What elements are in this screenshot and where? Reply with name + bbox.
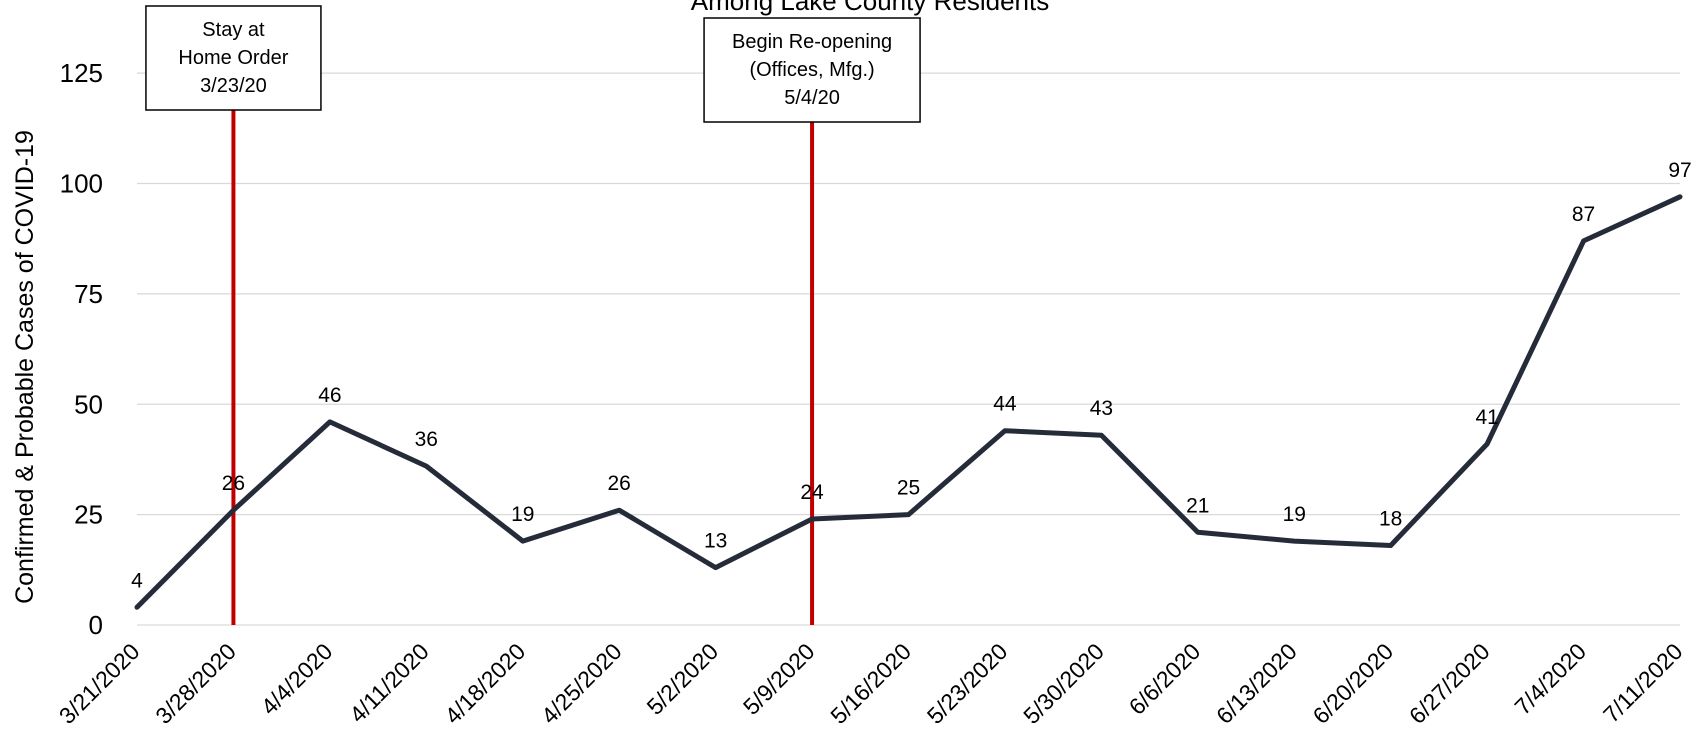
x-tick-label: 3/28/2020 bbox=[150, 638, 241, 729]
event-markers bbox=[231, 105, 815, 625]
x-tick-label: 4/11/2020 bbox=[344, 638, 434, 728]
data-label: 25 bbox=[897, 477, 920, 500]
x-tick-label: 6/27/2020 bbox=[1404, 638, 1495, 729]
data-label: 43 bbox=[1090, 397, 1113, 420]
x-tick-label: 6/20/2020 bbox=[1307, 638, 1398, 729]
data-label: 26 bbox=[608, 472, 631, 495]
data-label: 13 bbox=[704, 530, 727, 553]
annotation-text: 5/4/20 bbox=[784, 87, 840, 109]
data-labels: 4 26 46 36 19 26 13 24 25 44 43 21 19 18 41 87 97 bbox=[131, 159, 1692, 593]
x-tick-label: 5/23/2020 bbox=[922, 638, 1013, 729]
y-tick-label: 125 bbox=[60, 58, 103, 88]
series-layer bbox=[134, 194, 1683, 610]
data-label: 97 bbox=[1668, 159, 1691, 182]
x-tick-label: 7/4/2020 bbox=[1509, 638, 1591, 720]
chart-title: Among Lake County Residents bbox=[691, 0, 1049, 16]
annotation-text: Stay at bbox=[202, 19, 265, 41]
x-tick-label: 4/25/2020 bbox=[536, 638, 627, 729]
data-label: 4 bbox=[131, 569, 143, 592]
x-tick-label: 5/16/2020 bbox=[825, 638, 916, 729]
y-tick-label: 100 bbox=[60, 169, 103, 199]
data-label: 46 bbox=[318, 384, 341, 407]
annotation-text: 3/23/20 bbox=[200, 75, 267, 97]
data-label: 36 bbox=[415, 428, 438, 451]
data-label: 19 bbox=[1283, 503, 1306, 526]
x-tick-label: 4/18/2020 bbox=[440, 638, 531, 729]
annotation-box bbox=[703, 17, 921, 123]
data-label: 19 bbox=[511, 503, 534, 526]
y-tick-label: 75 bbox=[74, 279, 103, 309]
x-tick-label: 7/11/2020 bbox=[1598, 638, 1688, 728]
x-tick-label: 5/2/2020 bbox=[641, 638, 723, 720]
y-tick-label: 0 bbox=[89, 610, 103, 640]
x-tick-label: 4/4/2020 bbox=[256, 638, 338, 720]
x-tick-label: 6/13/2020 bbox=[1211, 638, 1302, 729]
annotations: Stay at Home Order 3/23/20 Begin Re-opening… bbox=[145, 5, 921, 123]
x-tick-label: 3/21/2020 bbox=[54, 638, 145, 729]
data-label: 44 bbox=[993, 393, 1017, 416]
x-tick-label: 5/9/2020 bbox=[738, 638, 820, 720]
gridlines bbox=[137, 72, 1680, 626]
y-tick-label: 50 bbox=[74, 389, 103, 419]
y-axis-ticks: 0 25 50 75 100 125 bbox=[60, 58, 103, 640]
data-label: 26 bbox=[222, 472, 245, 495]
annotation-text: Home Order bbox=[178, 47, 288, 69]
data-label: 21 bbox=[1186, 494, 1209, 517]
annotation-text: Begin Re-opening bbox=[732, 31, 892, 53]
data-label: 87 bbox=[1572, 203, 1595, 226]
y-axis-label: Confirmed & Probable Cases of COVID-19 bbox=[11, 130, 39, 604]
annotation-text: (Offices, Mfg.) bbox=[749, 59, 874, 81]
data-label: 18 bbox=[1379, 508, 1402, 531]
data-label: 24 bbox=[800, 481, 824, 504]
annotation-box bbox=[145, 5, 322, 111]
x-axis-ticks: 3/21/2020 3/28/2020 4/4/2020 4/11/2020 4/18/… bbox=[54, 638, 1688, 729]
series-line bbox=[134, 194, 1683, 610]
x-tick-label: 6/6/2020 bbox=[1124, 638, 1206, 720]
y-tick-label: 25 bbox=[74, 500, 103, 530]
x-tick-label: 5/30/2020 bbox=[1018, 638, 1109, 729]
data-label: 41 bbox=[1475, 406, 1498, 429]
